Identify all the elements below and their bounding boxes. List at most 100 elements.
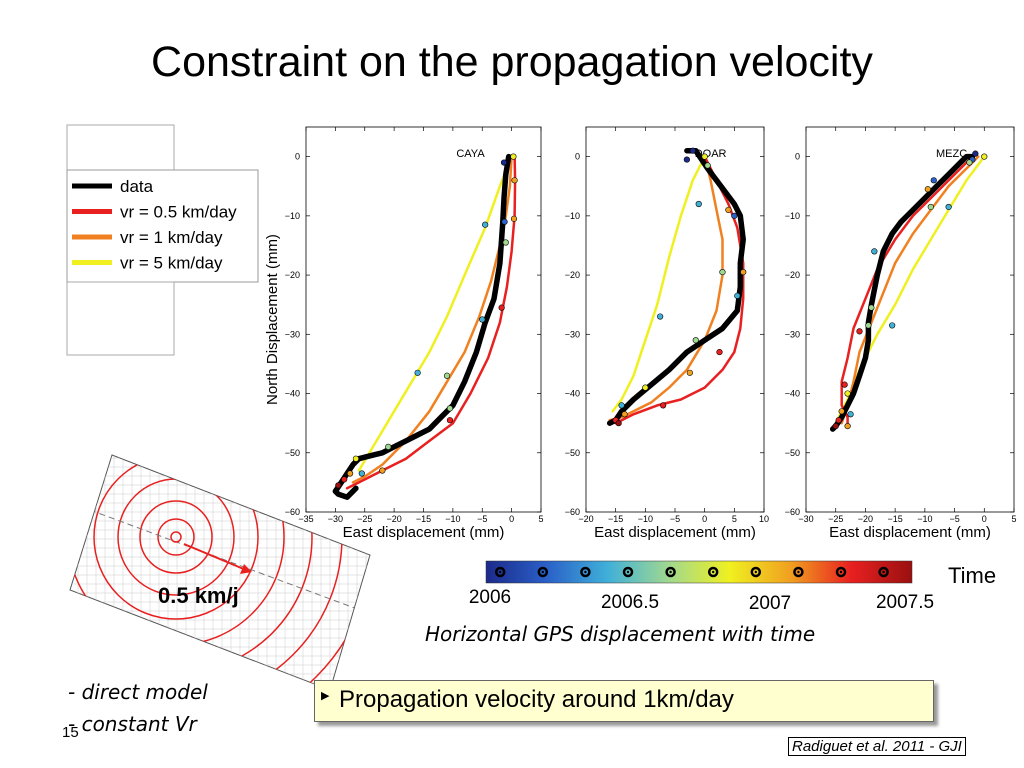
- series-line-data: [829, 153, 976, 432]
- time-marker: [695, 200, 702, 208]
- time-marker: [731, 212, 738, 219]
- plot-frame: [585, 126, 765, 513]
- time-marker: [510, 215, 518, 222]
- time-marker: [352, 455, 360, 462]
- colorbar-marker: [494, 566, 506, 578]
- x-tick-label: −30: [328, 514, 343, 524]
- y-tick-label: −30: [565, 329, 580, 339]
- time-marker: [501, 218, 508, 225]
- series-line-data: [332, 153, 512, 500]
- y-tick-label: 0: [795, 152, 800, 162]
- x-tick-label: 0: [702, 514, 707, 524]
- time-marker: [740, 269, 747, 276]
- time-marker: [479, 316, 486, 323]
- time-marker: [865, 322, 872, 329]
- time-marker: [510, 153, 517, 160]
- colorbar-marker: [750, 566, 762, 578]
- legend: data vr = 0.5 km/day vr = 1 km/day vr = 5 k…: [66, 124, 259, 356]
- time-colorbar: 2006 2006.5 2007 2007.5 Time: [469, 560, 996, 614]
- series-line-vr-1-km-day: [840, 155, 980, 425]
- x-axis-label: East displacement (mm): [594, 524, 756, 541]
- slide-title: Constraint on the propagation velocity: [151, 38, 873, 86]
- x-tick-label: −5: [949, 514, 959, 524]
- y-tick-label: −10: [565, 211, 580, 221]
- reference-citation: Radiguet et al. 2011 - GJI: [788, 737, 966, 756]
- series-line-vr-5-km-day: [611, 155, 706, 413]
- x-tick-label: 5: [732, 514, 737, 524]
- note-constant-vr: - constant Vr: [68, 712, 197, 736]
- time-marker: [335, 482, 342, 489]
- time-marker: [844, 390, 851, 397]
- time-marker: [835, 417, 842, 424]
- time-marker: [966, 159, 973, 166]
- station-plots: −35 −30 −25 −20 −15 −10 −5 0 50−10−20−30−40−50−6…: [264, 126, 1017, 541]
- time-marker: [924, 186, 931, 193]
- x-tick-label: −15: [608, 514, 623, 524]
- time-marker: [689, 147, 696, 154]
- y-tick-label: −10: [285, 211, 300, 221]
- time-marker: [725, 206, 732, 214]
- speed-label: 0.5 km/j: [158, 583, 239, 608]
- time-marker: [615, 420, 622, 427]
- station-plot-caya: −35 −30 −25 −20 −15 −10 −5 0 50−10−20−30−40−50−6…: [264, 126, 544, 541]
- time-marker: [346, 470, 354, 477]
- time-marker: [341, 476, 348, 483]
- plot-frame: [805, 126, 1015, 513]
- time-marker: [704, 162, 711, 169]
- colorbar-marker: [537, 566, 549, 578]
- colorbar-marker: [835, 566, 847, 578]
- time-marker: [657, 313, 664, 320]
- colorbar-marker: [878, 566, 889, 578]
- time-marker: [972, 150, 979, 157]
- speed-arrow: [183, 543, 247, 571]
- x-tick-label: −10: [917, 514, 932, 524]
- time-marker: [446, 405, 454, 412]
- page-number: 15: [62, 724, 79, 741]
- y-tick-label: −40: [785, 389, 800, 399]
- legend-label: data: [120, 177, 154, 196]
- bullet-arrow-icon: ▶: [321, 690, 330, 702]
- y-tick-label: −20: [565, 270, 580, 280]
- time-marker: [660, 402, 667, 409]
- callout-text: Propagation velocity around 1km/day: [339, 686, 734, 713]
- colorbar-marker: [707, 566, 719, 578]
- time-marker: [930, 177, 937, 184]
- x-tick-label: −10: [445, 514, 460, 524]
- time-marker: [621, 411, 628, 418]
- colorbar-marker: [665, 566, 676, 578]
- x-tick-label: 10: [759, 514, 769, 524]
- time-marker: [692, 337, 699, 344]
- colorbar-tick-label: 2007.5: [876, 592, 934, 613]
- colorbar-tick-label: 2006.5: [601, 592, 659, 613]
- y-tick-label: −40: [285, 389, 300, 399]
- legend-label: vr = 0.5 km/day: [120, 203, 237, 222]
- time-marker: [511, 177, 518, 184]
- x-tick-label: −25: [828, 514, 843, 524]
- x-axis-label: East displacement (mm): [343, 524, 505, 541]
- time-marker: [482, 221, 489, 228]
- colorbar-marker: [622, 566, 634, 578]
- y-tick-label: −10: [785, 211, 800, 221]
- time-marker: [719, 269, 726, 276]
- model-notes: - direct model - constant Vr: [68, 676, 208, 740]
- x-tick-label: 5: [538, 514, 543, 524]
- station-label: CAYA: [456, 148, 485, 160]
- x-tick-label: −25: [357, 514, 372, 524]
- colorbar-tick-label: 2007: [749, 593, 791, 614]
- y-tick-label: −60: [785, 507, 800, 517]
- station-plot-mezc: −30 −25 −20 −15 −10 −5 0 50−10−20−30−40−50−60ME…: [785, 126, 1017, 541]
- y-tick-label: −60: [565, 507, 580, 517]
- y-tick-label: −50: [285, 448, 300, 458]
- y-tick-label: −50: [785, 448, 800, 458]
- x-tick-label: −20: [386, 514, 401, 524]
- time-marker: [358, 470, 365, 477]
- time-marker: [686, 369, 693, 376]
- y-tick-label: −40: [565, 389, 580, 399]
- y-axis-label: North Displacement (mm): [264, 234, 281, 405]
- y-tick-label: −30: [785, 329, 800, 339]
- y-tick-label: −20: [285, 270, 300, 280]
- series-line-data: [606, 147, 746, 426]
- time-marker: [856, 328, 863, 335]
- time-marker: [847, 411, 854, 418]
- time-marker: [841, 381, 848, 388]
